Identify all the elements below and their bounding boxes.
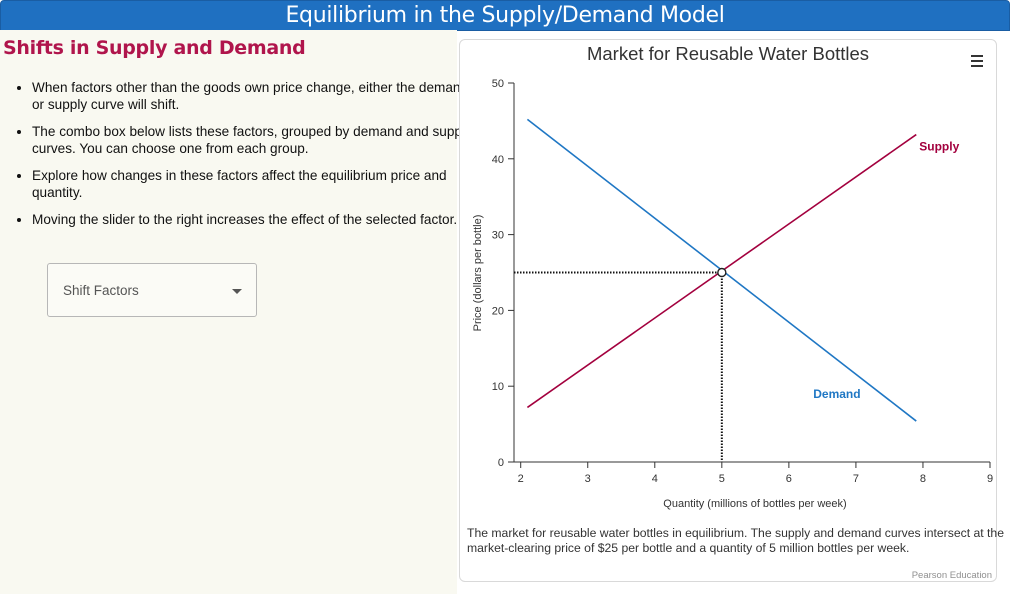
demand-label: Demand: [813, 387, 860, 401]
section-title: Shifts in Supply and Demand: [3, 37, 306, 59]
bullet-item: Moving the slider to the right increases…: [32, 211, 472, 228]
bullet-list: When factors other than the goods own pr…: [14, 79, 472, 238]
x-tick-label: 7: [853, 473, 859, 485]
bullet-item: When factors other than the goods own pr…: [32, 79, 472, 113]
y-tick-label: 40: [492, 154, 504, 166]
x-tick-label: 3: [585, 473, 591, 485]
x-tick-label: 4: [652, 473, 658, 485]
bullet-item: Explore how changes in these factors aff…: [32, 167, 472, 201]
y-tick-label: 0: [498, 457, 504, 469]
chart-caption: The market for reusable water bottles in…: [467, 526, 1004, 555]
chevron-down-icon: [232, 289, 242, 294]
x-tick-label: 6: [786, 473, 792, 485]
shift-factors-select[interactable]: Shift Factors: [47, 263, 257, 317]
app-title: Equilibrium in the Supply/Demand Model: [285, 3, 725, 28]
shift-factors-placeholder: Shift Factors: [63, 283, 139, 298]
credits-link[interactable]: Pearson Education: [911, 570, 992, 581]
y-tick-label: 20: [492, 305, 504, 317]
y-tick-label: 30: [492, 230, 504, 242]
chart-card: [459, 39, 997, 582]
equilibrium-point: [717, 267, 727, 278]
y-tick-label: 50: [492, 78, 504, 90]
x-tick-label: 9: [987, 473, 993, 485]
chart-axes: 0 10 20 30 40 50 2 3 4 5 6 7 8 9: [492, 78, 993, 485]
y-axis-label: Price (dollars per bottle): [472, 215, 484, 332]
x-axis-label: Quantity (millions of bottles per week): [663, 498, 846, 510]
y-tick-label: 10: [492, 381, 504, 393]
chart-title: Market for Reusable Water Bottles: [587, 43, 869, 64]
x-tick-label: 8: [920, 473, 926, 485]
x-tick-label: 2: [518, 473, 524, 485]
lesson-panel: Shifts in Supply and Demand When factors…: [0, 30, 472, 594]
chart-marks: Supply Demand: [514, 118, 960, 462]
x-tick-label: 5: [719, 473, 725, 485]
bullet-item: The combo box below lists these factors,…: [32, 123, 472, 157]
hamburger-menu-icon[interactable]: [966, 50, 988, 72]
supply-label: Supply: [919, 140, 959, 154]
app-title-bar: Equilibrium in the Supply/Demand Model: [0, 0, 1010, 31]
